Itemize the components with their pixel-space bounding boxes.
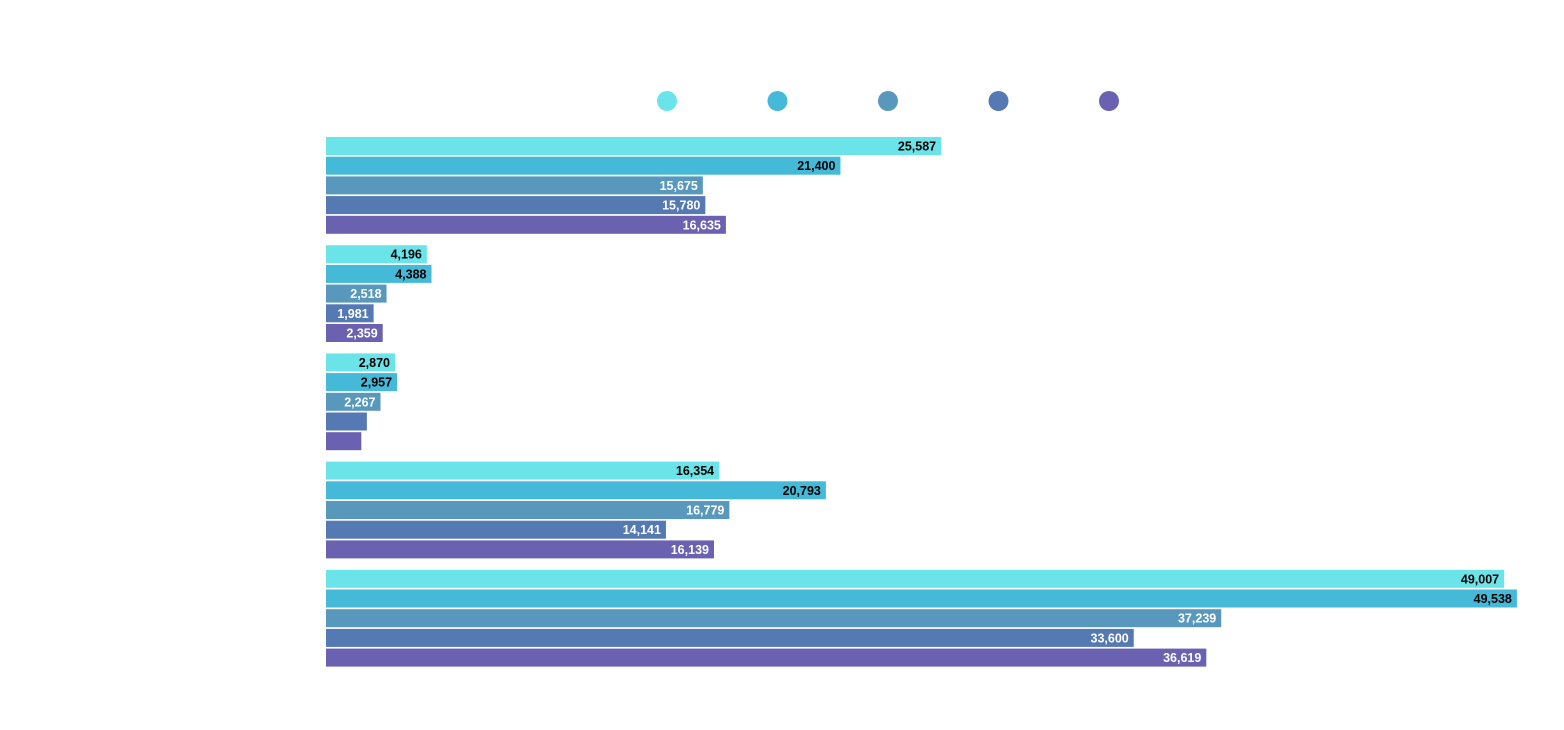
data-label-group4-series5: 16,139 <box>671 543 709 557</box>
data-label-group3-series3: 2,267 <box>344 395 375 409</box>
legend-marker-4[interactable] <box>988 91 1009 111</box>
data-label-group1-series5: 16,635 <box>683 218 721 232</box>
bar-group4-series5[interactable] <box>326 540 714 559</box>
legend-marker-1[interactable] <box>657 91 677 111</box>
bar-group3-series4[interactable] <box>326 412 367 431</box>
bar-group2-series4[interactable] <box>326 304 374 323</box>
data-label-group1-series2: 21,400 <box>797 159 835 173</box>
bar-group3-series2[interactable] <box>326 373 398 392</box>
bar-group5-series1[interactable] <box>326 569 1505 588</box>
bar-group5-series3[interactable] <box>326 609 1222 628</box>
data-label-group4-series4: 14,141 <box>623 523 661 537</box>
legend-marker-5[interactable] <box>1099 91 1119 111</box>
data-label-group4-series3: 16,779 <box>686 504 724 518</box>
data-label-group2-series5: 2,359 <box>346 327 377 341</box>
legend-marker-3[interactable] <box>878 91 898 111</box>
data-label-group5-series5: 36,619 <box>1163 651 1201 665</box>
bar-group4-series2[interactable] <box>326 481 826 500</box>
data-label-group5-series3: 37,239 <box>1178 612 1216 626</box>
bar-group5-series2[interactable] <box>326 589 1517 608</box>
bar-group1-series2[interactable] <box>326 156 841 175</box>
data-label-group5-series2: 49,538 <box>1474 592 1512 606</box>
data-label-group2-series1: 4,196 <box>391 248 422 262</box>
bar-group4-series1[interactable] <box>326 461 720 480</box>
bar-group3-series1[interactable] <box>326 353 395 372</box>
bar-group2-series1[interactable] <box>326 245 427 264</box>
data-label-group2-series3: 2,518 <box>350 287 381 301</box>
legend <box>657 91 1119 111</box>
data-label-group4-series1: 16,354 <box>676 464 714 478</box>
data-label-group4-series2: 20,793 <box>783 484 821 498</box>
data-label-group1-series1: 25,587 <box>898 140 936 154</box>
data-label-group3-series1: 2,870 <box>359 356 390 370</box>
data-label-group3-series2: 2,957 <box>361 376 392 390</box>
bar-group4-series4[interactable] <box>326 520 666 539</box>
bar-group2-series5[interactable] <box>326 324 383 342</box>
bar-group3-series3[interactable] <box>326 392 381 411</box>
data-label-group2-series4: 1,981 <box>337 307 368 321</box>
bar-group1-series4[interactable] <box>326 196 706 215</box>
bar-group2-series2[interactable] <box>326 264 432 283</box>
bar-group3-series5[interactable] <box>326 432 362 451</box>
bar-group1-series5[interactable] <box>326 215 726 234</box>
bars-group <box>326 137 1517 667</box>
bar-group5-series5[interactable] <box>326 648 1207 667</box>
bar-group1-series3[interactable] <box>326 176 703 195</box>
data-labels-group: 25,587 21,400 15,675 15,780 16,635 4,196 4,388… <box>337 140 1512 666</box>
data-label-group1-series4: 15,780 <box>662 199 700 213</box>
data-label-group2-series2: 4,388 <box>395 267 426 281</box>
bar-group2-series3[interactable] <box>326 284 387 303</box>
data-label-group1-series3: 15,675 <box>660 179 698 193</box>
legend-marker-2[interactable] <box>767 91 788 111</box>
data-label-group5-series4: 33,600 <box>1091 631 1129 645</box>
bar-group5-series4[interactable] <box>326 628 1134 647</box>
data-label-group5-series1: 49,007 <box>1461 572 1499 586</box>
bar-group4-series3[interactable] <box>326 501 730 519</box>
bar-group1-series1[interactable] <box>326 137 942 155</box>
